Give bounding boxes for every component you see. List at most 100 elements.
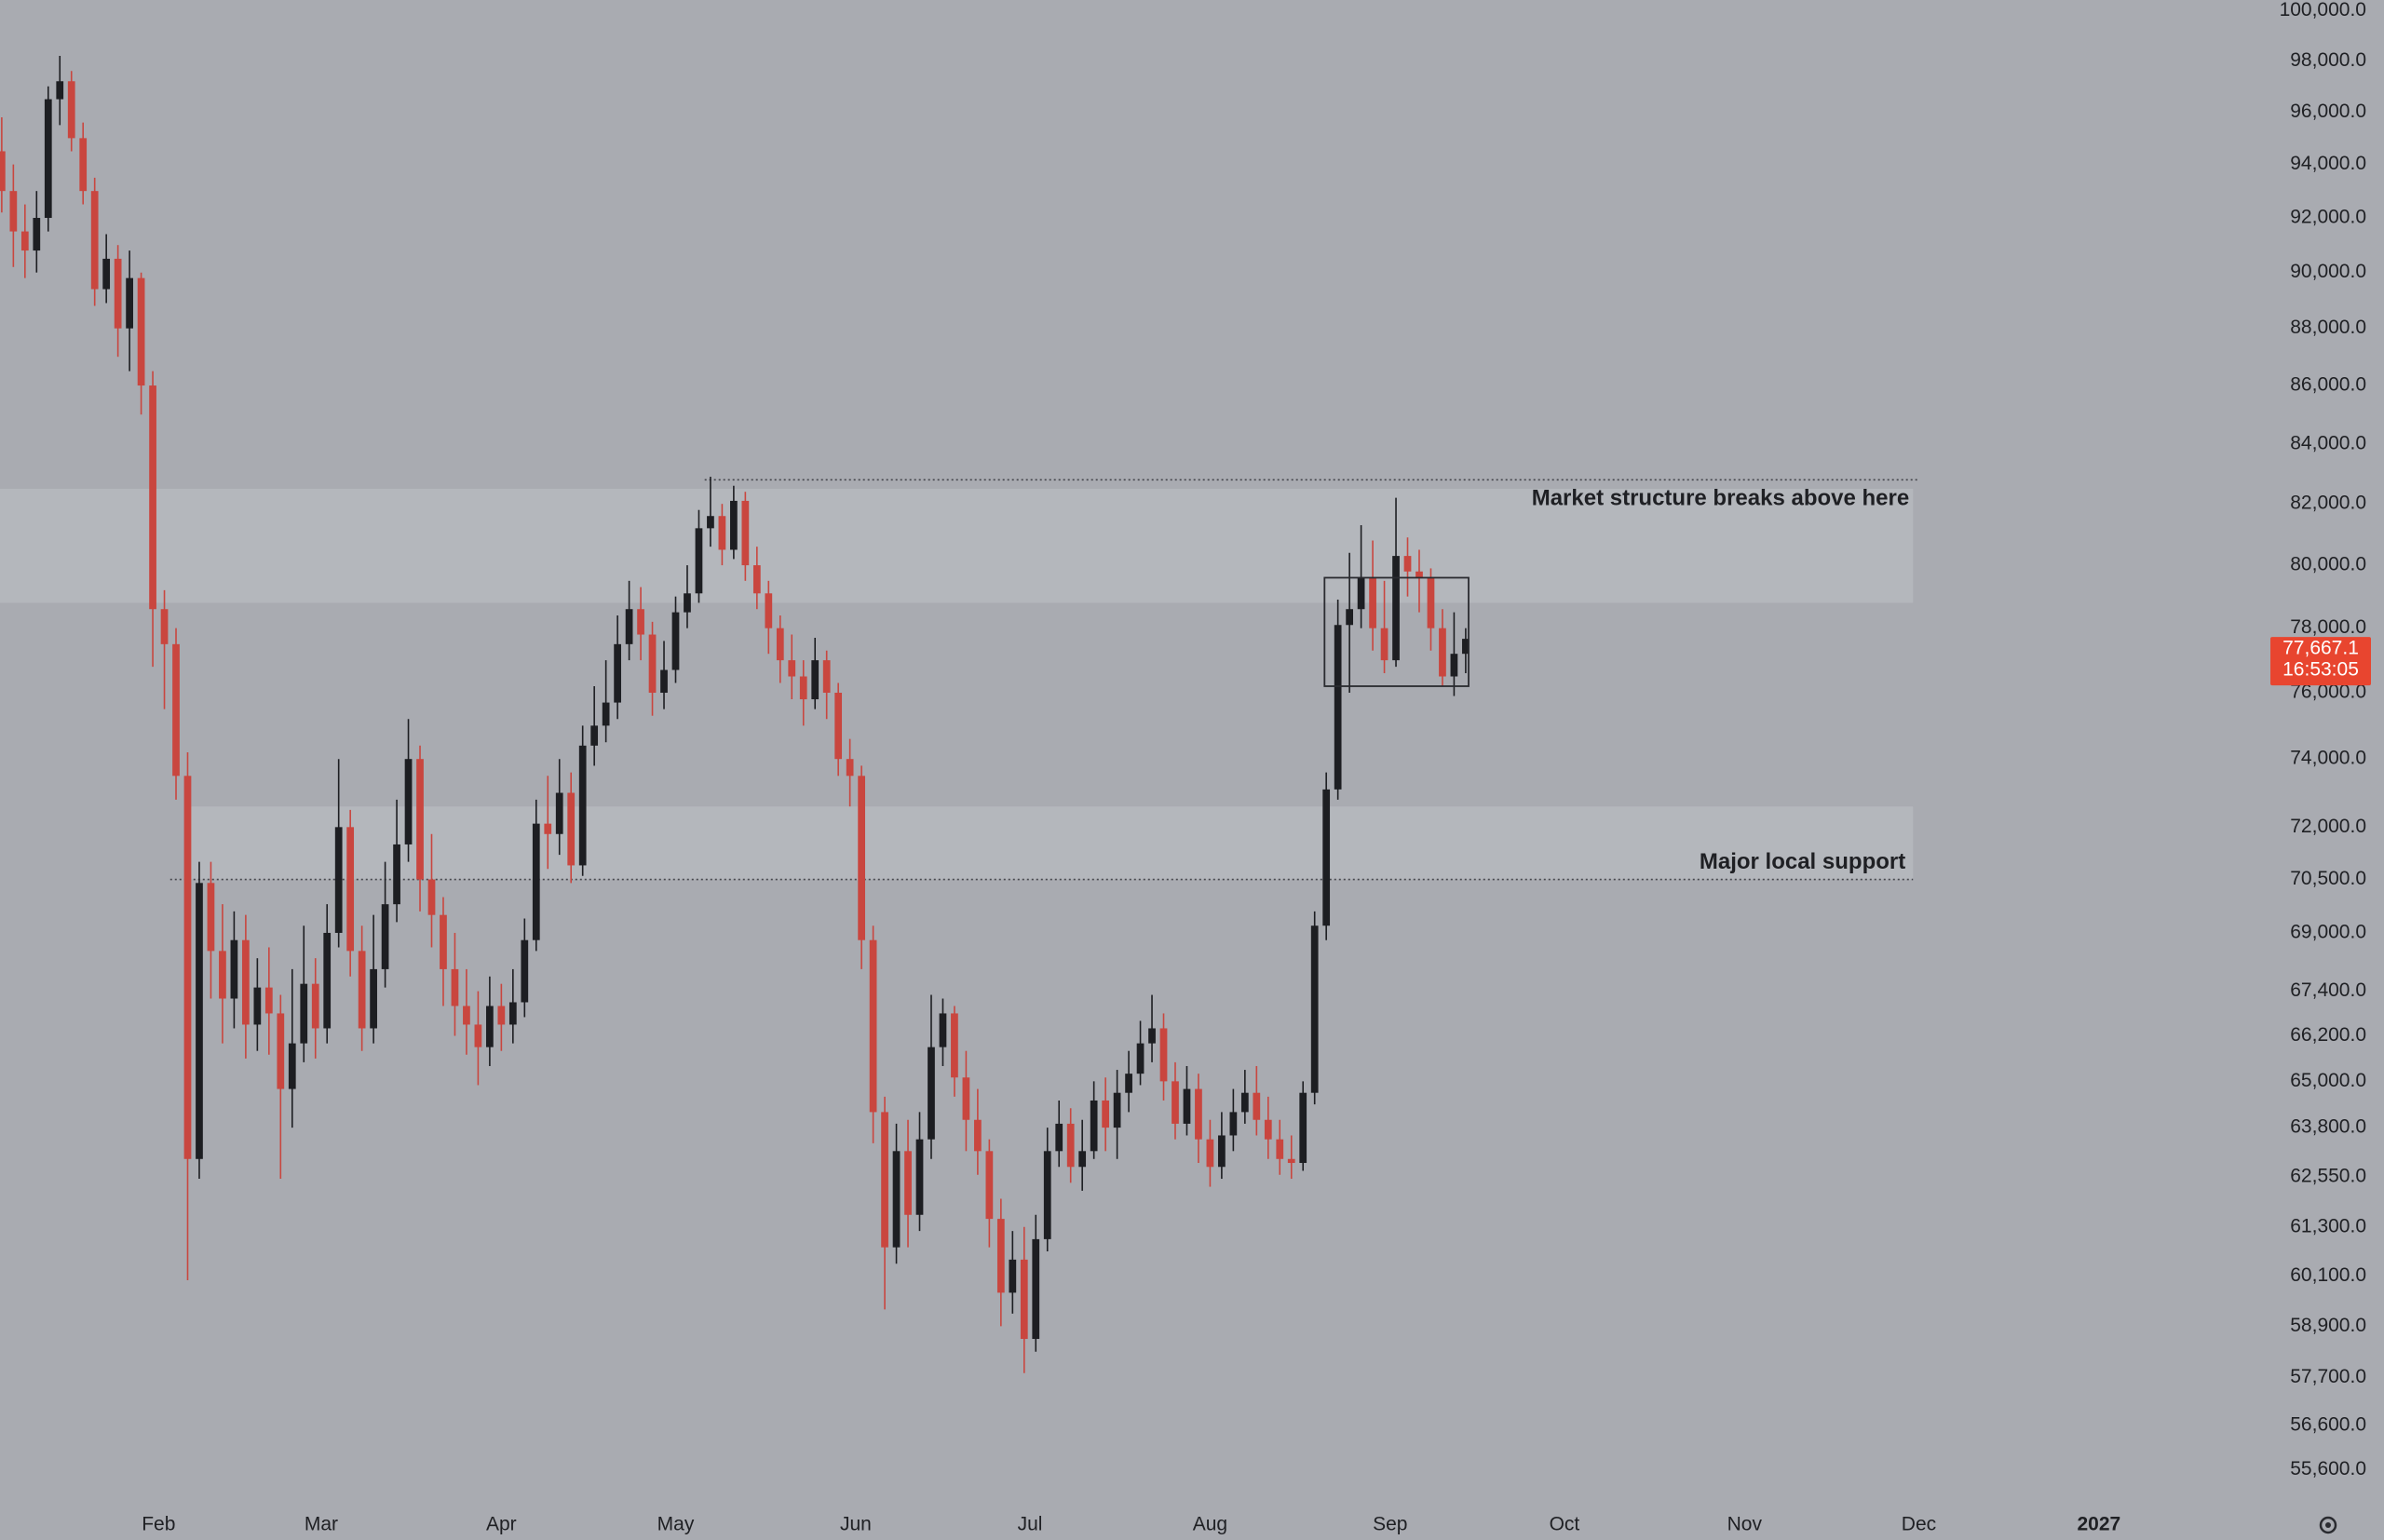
candle-body	[1346, 609, 1353, 626]
y-tick-label: 88,000.0	[2290, 317, 2366, 338]
y-tick-label: 82,000.0	[2290, 493, 2366, 514]
y-tick-label: 84,000.0	[2290, 432, 2366, 453]
candle-body	[474, 1024, 482, 1047]
candle-body	[1206, 1139, 1214, 1168]
candle-body	[126, 277, 133, 329]
candle-body	[1102, 1100, 1109, 1128]
y-tick-label: 58,900.0	[2290, 1315, 2366, 1336]
candle-body	[1369, 577, 1376, 628]
candle-body	[277, 1013, 285, 1089]
candle-body	[695, 528, 703, 594]
y-tick-label: 80,000.0	[2290, 554, 2366, 575]
candle-body	[416, 759, 424, 880]
candle-body	[1136, 1043, 1145, 1074]
y-tick-label: 90,000.0	[2290, 261, 2366, 282]
settings-icon[interactable]	[2319, 1516, 2337, 1534]
y-tick-label: 55,600.0	[2290, 1458, 2366, 1479]
candle-body	[660, 669, 668, 694]
candle-body	[1183, 1088, 1191, 1124]
y-tick-label: 57,700.0	[2290, 1366, 2366, 1387]
candle-body	[1218, 1135, 1226, 1168]
candle-body	[1416, 571, 1423, 578]
candle-body	[904, 1151, 912, 1215]
candle-body	[323, 932, 332, 1029]
range-box	[1323, 576, 1470, 687]
candle-body	[521, 939, 529, 1003]
y-tick-label: 96,000.0	[2290, 101, 2366, 122]
candle-body	[614, 643, 621, 703]
candle-body	[707, 516, 714, 529]
candle-body	[370, 968, 377, 1029]
candle-body	[684, 593, 691, 613]
candle-body	[776, 628, 784, 661]
candle-body	[1240, 1092, 1249, 1113]
candle-body	[0, 151, 6, 192]
gear-ring[interactable]	[2319, 1516, 2337, 1534]
y-tick-label: 67,400.0	[2290, 979, 2366, 1001]
candle-body	[996, 1219, 1005, 1293]
y-tick-label: 72,000.0	[2290, 816, 2366, 837]
candle-body	[381, 904, 389, 969]
candle-body	[1299, 1092, 1307, 1164]
candle-body	[811, 660, 820, 700]
candle-body	[1450, 654, 1458, 677]
candle-body	[1043, 1151, 1051, 1239]
x-tick-label: Jul	[1018, 1514, 1043, 1535]
candle-body	[1009, 1259, 1017, 1293]
candle-body	[1113, 1092, 1121, 1128]
candle-body	[928, 1047, 935, 1140]
candle-body	[1264, 1119, 1272, 1140]
candle-body	[114, 258, 122, 329]
candle-body	[196, 883, 203, 1159]
candle-body	[985, 1151, 994, 1220]
y-tick-label: 98,000.0	[2290, 49, 2366, 71]
candle-body	[427, 879, 436, 915]
candle-body	[822, 660, 831, 694]
candle-body	[1125, 1074, 1132, 1093]
candle-body	[9, 191, 18, 232]
candle-body	[440, 914, 447, 969]
candle-body	[765, 593, 773, 628]
candle-body	[67, 81, 75, 139]
candle-body	[311, 983, 319, 1029]
candle-body	[183, 776, 192, 1159]
countdown-label: 16:53:05	[2282, 659, 2359, 681]
candle-body	[160, 609, 169, 644]
y-tick-label: 76,000.0	[2290, 682, 2366, 703]
candle-body	[1253, 1092, 1261, 1120]
candle-body	[939, 1013, 947, 1047]
candle-body	[1439, 628, 1446, 677]
last-price-tag	[2270, 637, 2371, 686]
y-tick-label: 65,000.0	[2290, 1070, 2366, 1091]
candle-body	[137, 277, 145, 386]
candle-body	[253, 987, 262, 1025]
candle-body	[741, 500, 750, 566]
candle-body	[1392, 556, 1400, 661]
candle-body	[463, 1006, 470, 1025]
candle-body	[20, 231, 29, 251]
candle-body	[1462, 639, 1470, 655]
y-tick-label: 66,200.0	[2290, 1024, 2366, 1046]
candle-body	[497, 1006, 506, 1025]
y-tick-label: 70,500.0	[2290, 868, 2366, 889]
gear-center[interactable]	[2325, 1522, 2331, 1528]
candle-body	[1322, 789, 1331, 926]
candle-body	[648, 634, 657, 694]
candle-body	[1195, 1088, 1202, 1140]
zone	[187, 806, 1914, 880]
x-tick-label: Oct	[1550, 1514, 1580, 1535]
y-tick-label: 63,800.0	[2290, 1116, 2366, 1138]
candle-body	[508, 1002, 517, 1025]
annotation: Major local support	[1700, 849, 1905, 874]
candle-body	[486, 1006, 494, 1047]
candle-body	[1334, 625, 1342, 790]
annotation: Market structure breaks above here	[1532, 485, 1910, 510]
candle-body	[1032, 1238, 1040, 1340]
candle-body	[1159, 1028, 1168, 1082]
x-tick-label: Apr	[486, 1514, 517, 1535]
candle-body	[1078, 1151, 1087, 1168]
candle-body	[56, 81, 64, 100]
